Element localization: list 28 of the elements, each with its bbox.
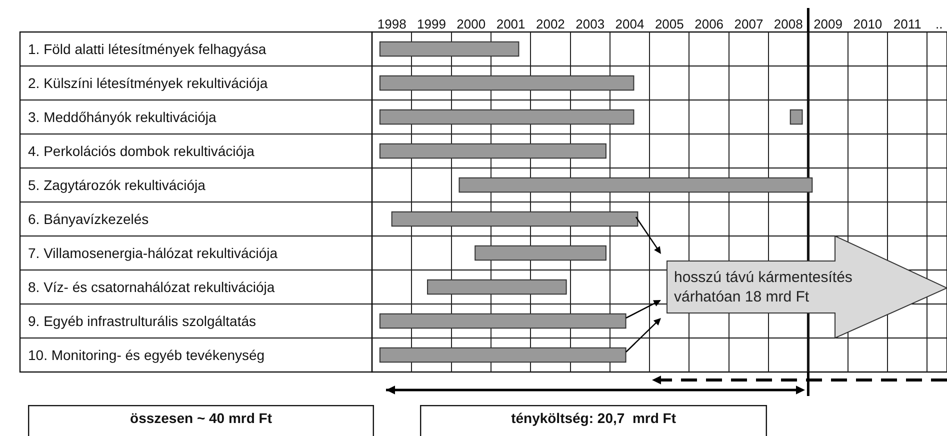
y-tick-label: 4. Perkolációs dombok rekultivációja [28, 143, 255, 159]
x-tick-label: 1998 [377, 16, 406, 32]
y-tick-label: 5. Zagytározók rekultivációja [28, 177, 206, 193]
x-tick-label: 2003 [576, 16, 605, 32]
y-tick-label: 1. Föld alatti létesítmények felhagyása [28, 41, 266, 57]
x-tick-label: 2001 [496, 16, 526, 32]
y-tick-label: 10. Monitoring- és egyéb tevékenység [28, 347, 265, 363]
x-tick-label: 2004 [615, 16, 644, 32]
x-tick-label: 2000 [456, 16, 486, 32]
y-tick-label: 8. Víz- és csatornahálózat rekultivációja [28, 279, 275, 295]
y-tick-label: 6. Bányavízkezelés [28, 211, 149, 227]
annotation: hosszú távú kármentesítés várhatóan 18 mrd Ft [674, 269, 852, 306]
y-tick-label: 2. Külszíni létesítmények rekultivációja [28, 75, 268, 91]
x-tick-label: 2008 [774, 16, 803, 32]
x-tick-label: 2005 [654, 16, 684, 32]
x-tick-label: 2007 [734, 16, 764, 32]
x-tick-label: 2010 [853, 16, 882, 32]
y-tick-label: 3. Meddőhányók rekultivációja [28, 109, 217, 125]
y-tick-label: 9. Egyéb infrastrulturális szolgáltatás [28, 313, 256, 329]
x-tick-label: 2002 [536, 16, 565, 32]
x-tick-label: 2011 [893, 16, 922, 32]
y-tick-label: 7. Villamosenergia-hálózat rekultivációja [28, 245, 278, 261]
x-tick-label: 1999 [417, 16, 446, 32]
x-tick-label: .. [935, 16, 943, 32]
x-tick-label: 2006 [694, 16, 724, 32]
x-tick-label: 2009 [814, 16, 842, 32]
text: összesen ~ 40 mrd Ft [130, 410, 272, 426]
text: tényköltség: 20,7 mrd Ft [511, 410, 676, 426]
